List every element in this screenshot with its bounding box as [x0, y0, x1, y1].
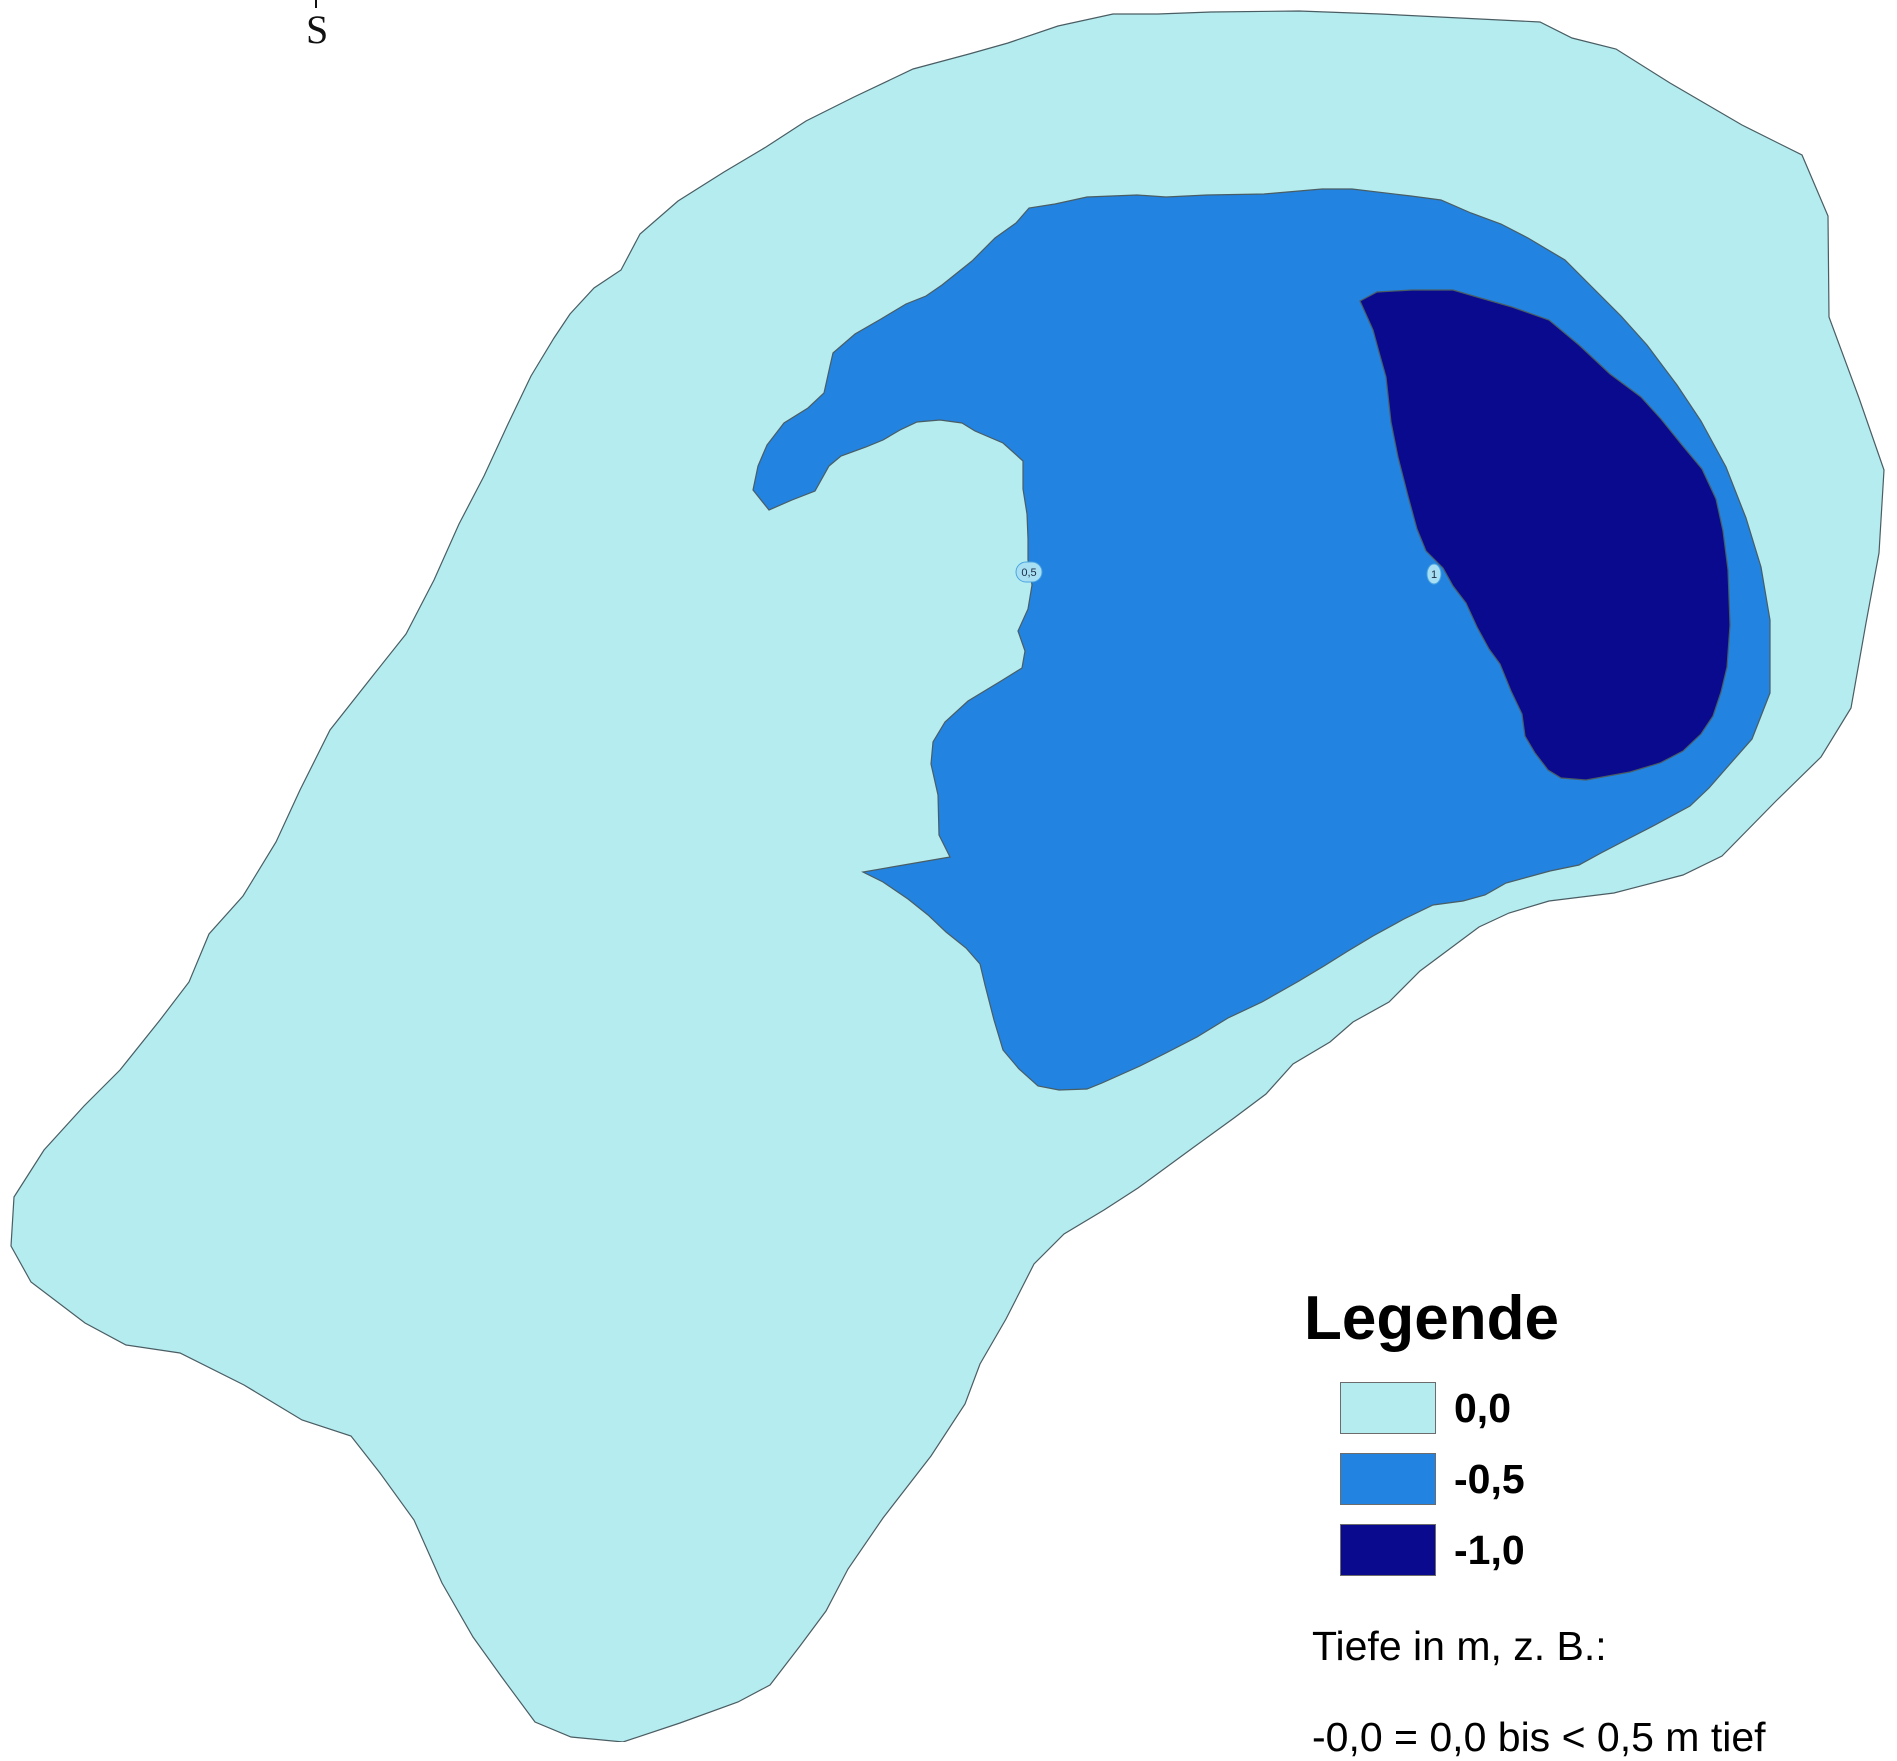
legend-item-1-0: -1,0 — [1340, 1522, 1864, 1578]
compass-tick — [315, 0, 317, 8]
svg-text:0,5: 0,5 — [1021, 567, 1036, 579]
legend-label-0-0: 0,0 — [1454, 1384, 1511, 1431]
legend-label-1-0: -1,0 — [1454, 1526, 1525, 1573]
compass-south-label: S — [306, 7, 329, 52]
legend-swatch-0-0 — [1340, 1382, 1436, 1434]
legend-item-0-5: -0,5 — [1340, 1451, 1864, 1507]
contour-label-05: 0,5 — [1015, 561, 1043, 583]
depth-zone-1-0 — [1359, 289, 1731, 781]
legend-item-0-0: 0,0 — [1340, 1380, 1864, 1436]
legend-swatch-1-0 — [1340, 1524, 1436, 1576]
contour-label-1: 1 — [1426, 563, 1442, 585]
legend: Legende 0,0 -0,5 -1,0 Tiefe in m, z. B.:… — [1304, 1284, 1864, 1761]
legend-title: Legende — [1304, 1284, 1559, 1353]
legend-swatch-0-5 — [1340, 1453, 1436, 1505]
svg-text:1: 1 — [1431, 569, 1437, 581]
legend-note: Tiefe in m, z. B.: — [1312, 1623, 1607, 1669]
legend-example: -0,0 = 0,0 bis < 0,5 m tief — [1312, 1714, 1766, 1760]
legend-label-0-5: -0,5 — [1454, 1455, 1525, 1502]
